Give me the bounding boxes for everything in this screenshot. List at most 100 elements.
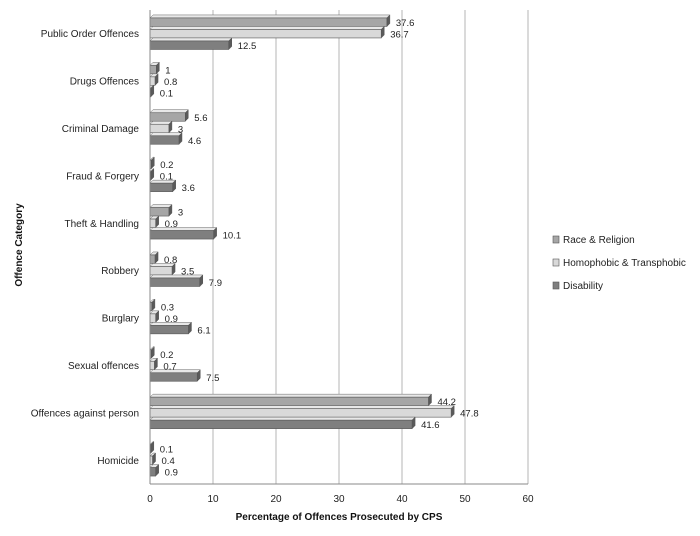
legend-label: Homophobic & Transphobic bbox=[563, 258, 686, 269]
data-label: 37.6 bbox=[396, 18, 415, 29]
bar-front-face bbox=[149, 266, 173, 276]
bar bbox=[149, 120, 173, 134]
data-label: 3 bbox=[178, 208, 183, 219]
data-label: 0.8 bbox=[164, 255, 177, 266]
bar bbox=[149, 357, 159, 371]
data-label: 4.6 bbox=[188, 136, 201, 147]
value-labels: 37.636.712.510.80.15.634.60.20.13.630.91… bbox=[160, 18, 479, 479]
bar bbox=[149, 14, 391, 28]
bar bbox=[149, 73, 159, 86]
bar bbox=[149, 37, 233, 51]
data-label: 1 bbox=[165, 65, 170, 76]
data-label: 0.2 bbox=[160, 160, 173, 171]
bar bbox=[149, 226, 218, 240]
legend: Race & Religion Homophobic & Transphobic D… bbox=[552, 235, 686, 292]
axes: 0 10 20 30 40 50 60 Public Order Offences Drugs … bbox=[31, 10, 534, 505]
data-label: 47.8 bbox=[460, 409, 479, 420]
bar-top-face bbox=[149, 14, 391, 19]
data-label: 10.1 bbox=[223, 231, 242, 242]
bar-front-face bbox=[149, 396, 429, 406]
bar-front-face bbox=[149, 207, 170, 217]
bar bbox=[149, 251, 159, 265]
bar bbox=[149, 393, 433, 407]
x-tick-label: 30 bbox=[333, 494, 345, 505]
bar-top-face bbox=[149, 26, 385, 30]
legend-label: Disability bbox=[563, 281, 603, 292]
bar bbox=[149, 109, 189, 122]
data-label: 41.6 bbox=[421, 420, 440, 431]
x-axis-title: Percentage of Offences Prosecuted by CPS bbox=[236, 512, 443, 523]
bar-top-face bbox=[149, 227, 218, 231]
bar bbox=[149, 274, 204, 288]
data-label: 44.2 bbox=[437, 397, 456, 408]
bar bbox=[149, 452, 157, 466]
category-label: Offences against person bbox=[31, 408, 139, 419]
bar bbox=[149, 156, 155, 170]
legend-label: Race & Religion bbox=[563, 235, 635, 246]
data-label: 7.5 bbox=[206, 373, 219, 384]
bar-front-face bbox=[149, 29, 382, 39]
data-label: 0.2 bbox=[160, 350, 173, 361]
bar-top-face bbox=[149, 109, 189, 113]
data-label: 0.1 bbox=[160, 88, 173, 99]
bar-top-face bbox=[149, 37, 233, 42]
bar bbox=[149, 463, 160, 477]
bar bbox=[149, 346, 155, 359]
bar-front-face bbox=[149, 182, 173, 192]
bar-front-face bbox=[149, 408, 452, 418]
data-label: 0.1 bbox=[160, 445, 173, 456]
x-tick-label: 10 bbox=[207, 494, 219, 505]
bar-front-face bbox=[149, 467, 156, 477]
x-tick-label: 0 bbox=[147, 494, 153, 505]
legend-swatch bbox=[552, 235, 560, 244]
bar-front-face bbox=[149, 313, 156, 323]
bar bbox=[149, 310, 160, 323]
data-label: 3.6 bbox=[182, 183, 195, 194]
legend-item: Homophobic & Transphobic bbox=[552, 258, 686, 269]
data-label: 0.1 bbox=[160, 172, 173, 183]
category-label: Drugs Offences bbox=[70, 77, 139, 88]
bar bbox=[149, 25, 385, 39]
bar-top-face bbox=[149, 121, 173, 125]
data-label: 0.8 bbox=[164, 77, 177, 88]
bar-top-face bbox=[149, 393, 433, 398]
bar-front-face bbox=[149, 230, 214, 240]
bar-front-face bbox=[149, 17, 388, 27]
data-label: 0.7 bbox=[163, 361, 176, 372]
bar bbox=[149, 203, 173, 217]
bar-top-face bbox=[149, 204, 173, 208]
category-label: Criminal Damage bbox=[62, 124, 140, 135]
bar bbox=[149, 84, 155, 98]
data-label: 0.9 bbox=[165, 314, 178, 325]
bar-front-face bbox=[149, 40, 230, 50]
bar bbox=[149, 132, 183, 145]
legend-swatch bbox=[552, 258, 560, 267]
data-label: 12.5 bbox=[238, 41, 257, 52]
bar-front-face bbox=[149, 325, 189, 335]
bars bbox=[149, 14, 455, 477]
bar-front-face bbox=[149, 360, 155, 371]
x-tick-label: 20 bbox=[270, 494, 282, 505]
data-label: 7.9 bbox=[209, 278, 222, 289]
legend-swatch bbox=[552, 281, 560, 290]
category-label: Fraud & Forgery bbox=[66, 171, 139, 182]
x-tick-label: 60 bbox=[522, 494, 534, 505]
bar bbox=[149, 369, 201, 382]
x-tick-label: 40 bbox=[396, 494, 408, 505]
data-label: 6.1 bbox=[197, 325, 210, 336]
data-label: 0.9 bbox=[165, 468, 178, 479]
legend-item: Disability bbox=[552, 281, 603, 292]
bar bbox=[149, 215, 160, 229]
bar bbox=[149, 321, 193, 335]
y-axis-title: Offence Category bbox=[14, 203, 25, 287]
bar-top-face bbox=[149, 405, 455, 409]
data-label: 3.5 bbox=[181, 266, 194, 277]
bar-front-face bbox=[149, 372, 198, 382]
bar bbox=[149, 61, 160, 75]
bar-front-face bbox=[149, 112, 186, 122]
bar-front-face bbox=[149, 76, 156, 86]
data-label: 0.9 bbox=[165, 219, 178, 230]
data-label: 0.3 bbox=[161, 302, 174, 313]
